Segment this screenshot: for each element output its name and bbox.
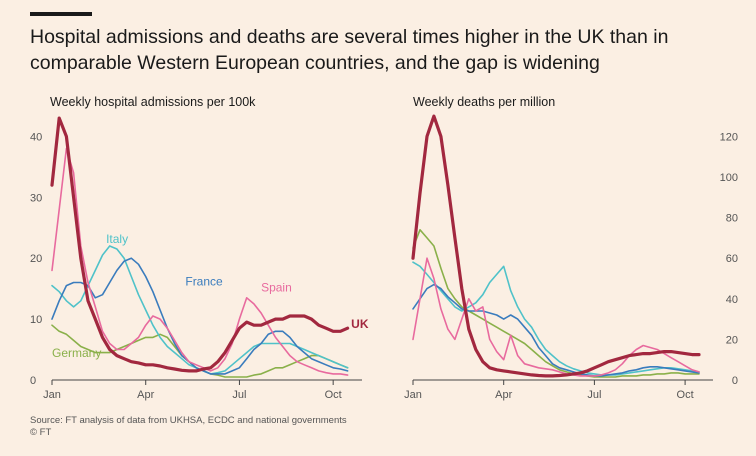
admissions-label-italy: Italy	[106, 232, 128, 246]
admissions-x-tick-oct: Oct	[325, 389, 342, 401]
deaths-y-tick-80: 80	[726, 213, 738, 225]
admissions-y-tick-10: 10	[30, 314, 42, 326]
deaths-x-tick-jan: Jan	[404, 389, 422, 401]
admissions-x-tick-apr: Apr	[137, 389, 154, 401]
admissions-x-tick-jul: Jul	[232, 389, 246, 401]
deaths-line-france	[412, 283, 700, 377]
admissions-line-spain	[51, 147, 349, 376]
admissions-label-spain: Spain	[261, 281, 292, 295]
ft-top-bar	[30, 12, 92, 16]
deaths-y-tick-100: 100	[720, 172, 738, 184]
deaths-line-italy	[412, 261, 700, 376]
deaths-x-tick-jul: Jul	[587, 389, 601, 401]
admissions-label-france: France	[185, 275, 223, 289]
deaths-x-tick-oct: Oct	[677, 389, 694, 401]
deaths-y-tick-60: 60	[726, 253, 738, 265]
deaths-y-tick-40: 40	[726, 294, 738, 306]
deaths-y-tick-20: 20	[726, 334, 738, 346]
left-chart-subtitle: Weekly hospital admissions per 100k	[50, 95, 256, 109]
admissions-y-tick-0: 0	[30, 375, 36, 387]
admissions-x-tick-jan: Jan	[43, 389, 61, 401]
admissions-line-uk	[50, 116, 350, 373]
admissions-y-tick-40: 40	[30, 131, 42, 143]
deaths-line-spain	[412, 257, 700, 377]
deaths-y-tick-0: 0	[732, 375, 738, 387]
admissions-label-germany: Germany	[52, 346, 101, 360]
chart-title: Hospital admissions and deaths are sever…	[30, 26, 669, 74]
deaths-line-uk	[411, 114, 701, 378]
admissions-label-uk: UK	[351, 317, 369, 331]
source-note: Source: FT analysis of data from UKHSA, …	[30, 415, 347, 439]
source-text: Source: FT analysis of data from UKHSA, …	[30, 415, 347, 426]
admissions-y-tick-30: 30	[30, 192, 42, 204]
ft-credit: © FT	[30, 427, 52, 438]
deaths-line-germany	[412, 229, 700, 378]
admissions-y-tick-20: 20	[30, 253, 42, 265]
right-chart-subtitle: Weekly deaths per million	[413, 95, 556, 109]
deaths-y-tick-120: 120	[720, 131, 738, 143]
deaths-x-tick-apr: Apr	[495, 389, 512, 401]
